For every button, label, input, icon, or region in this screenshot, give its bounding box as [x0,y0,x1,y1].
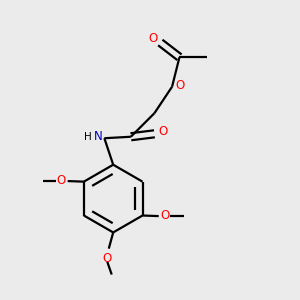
Text: O: O [56,174,65,187]
Text: O: O [176,79,185,92]
Text: O: O [159,125,168,138]
Text: O: O [161,209,170,222]
Text: O: O [103,252,112,265]
Text: H: H [84,132,92,142]
Text: N: N [94,130,102,143]
Text: O: O [148,32,158,46]
